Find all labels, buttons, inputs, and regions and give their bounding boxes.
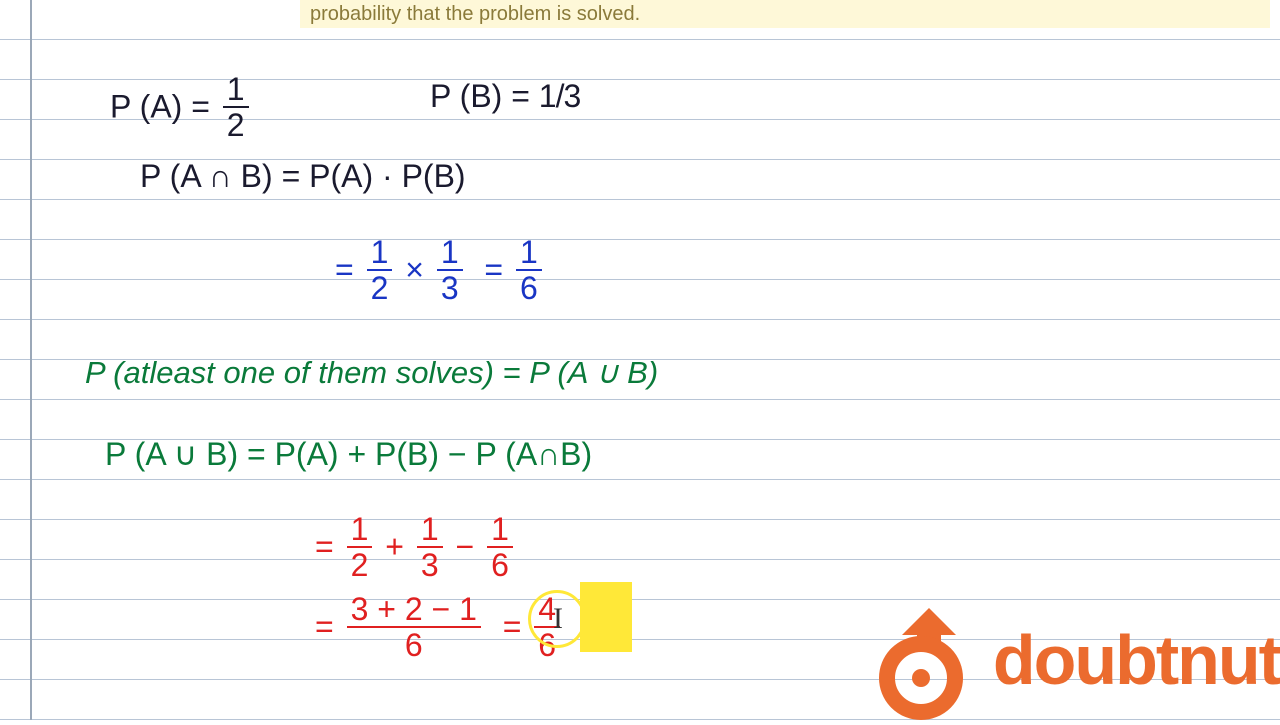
pa-fraction: 1 2	[223, 73, 249, 141]
pb-label: P (B) =	[430, 78, 530, 114]
frac-half: 1 2	[367, 236, 393, 304]
line-intersection-calc: = 1 2 × 1 3 = 1 6	[335, 238, 546, 306]
doubtnut-logo-text: doubtnut	[993, 620, 1280, 700]
line-union-sum: = 1 2 + 1 3 − 1 6	[315, 515, 517, 583]
line-atleast: P (atleast one of them solves) = P (A ∪ …	[85, 355, 658, 391]
line-pa: P (A) = 1 2	[110, 75, 253, 143]
cursor-ibeam-icon: I	[553, 602, 563, 636]
doubtnut-logo-icon	[861, 600, 981, 720]
line-union-formula: P (A ∪ B) = P(A) + P(B) − P (A∩B)	[105, 435, 592, 473]
pa-label: P (A) =	[110, 88, 210, 124]
line-union-final: = 3 + 2 − 1 6 = 4 6	[315, 595, 564, 663]
answer-highlight	[580, 582, 632, 652]
frac-common-denom: 3 + 2 − 1 6	[347, 593, 481, 661]
line-pb: P (B) = 1/3	[430, 78, 580, 115]
frac-third: 1 3	[437, 236, 463, 304]
frac-sixth: 1 6	[516, 236, 542, 304]
pb-value: 1/3	[539, 78, 580, 114]
doubtnut-logo: doubtnut	[861, 600, 1280, 720]
line-intersection-formula: P (A ∩ B) = P(A) · P(B)	[140, 158, 466, 195]
